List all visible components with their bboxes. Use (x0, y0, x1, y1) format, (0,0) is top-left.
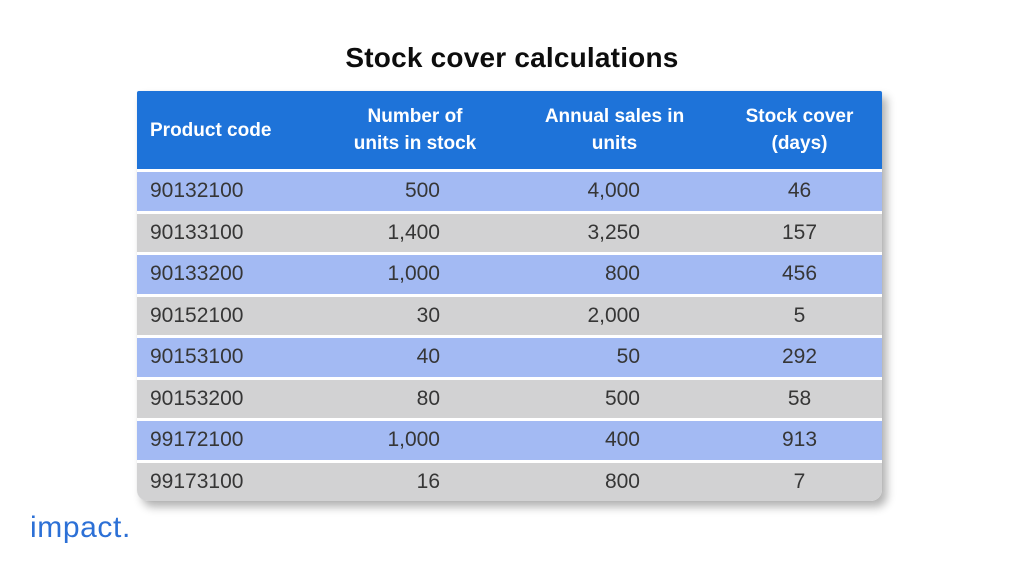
table-cell: 456 (781, 262, 818, 286)
table-header-row: Product code Number of units in stock An… (137, 91, 882, 169)
table-cell: 2,000 (587, 303, 640, 327)
column-header-label: Product code (150, 119, 272, 141)
column-header-label: Annual sales in units (544, 106, 685, 154)
table-cell: 500 (404, 179, 440, 203)
table-row: 90132100 500 4,000 46 (137, 172, 882, 211)
table-cell: 913 (781, 428, 818, 452)
table-cell: 90153200 (150, 386, 244, 410)
table-cell: 400 (604, 428, 640, 452)
table-cell: 7 (793, 469, 806, 493)
table-cell: 5 (793, 303, 806, 327)
table-row: 90133200 1,000 800 456 (137, 255, 882, 294)
column-header-product-code: Product code (137, 91, 318, 169)
table-cell: 46 (787, 179, 812, 203)
table-cell: 99172100 (150, 428, 244, 452)
impact-logo: impact. (30, 511, 131, 544)
table-cell: 90133100 (150, 220, 244, 244)
table-cell: 30 (416, 303, 440, 327)
table-row: 90153200 80 500 58 (137, 379, 882, 418)
table-cell: 80 (416, 386, 440, 410)
column-header-label: Stock cover (days) (745, 106, 854, 154)
table-row: 90133100 1,400 3,250 157 (137, 213, 882, 252)
table-row: 90152100 30 2,000 5 (137, 296, 882, 335)
table-row: 99172100 1,000 400 913 (137, 421, 882, 460)
table-cell: 1,400 (387, 220, 440, 244)
table-row: 99173100 16 800 7 (137, 462, 882, 501)
table-cell: 90153100 (150, 345, 244, 369)
table-cell: 292 (781, 345, 818, 369)
column-header-units-in-stock: Number of units in stock (318, 91, 512, 169)
table-cell: 90152100 (150, 303, 244, 327)
page-title: Stock cover calculations (345, 42, 679, 73)
table-cell: 157 (781, 220, 818, 244)
table-cell: 1,000 (387, 428, 440, 452)
table-cell: 800 (604, 469, 640, 493)
table-cell: 500 (604, 386, 640, 410)
table-cell: 90133200 (150, 262, 244, 286)
table-cell: 58 (787, 386, 812, 410)
table-row: 90153100 40 50 292 (137, 338, 882, 377)
table-cell: 1,000 (387, 262, 440, 286)
table-cell: 800 (604, 262, 640, 286)
table-cell: 99173100 (150, 469, 244, 493)
table-cell: 90132100 (150, 179, 244, 203)
column-header-annual-sales: Annual sales in units (512, 91, 717, 169)
column-header-stock-cover: Stock cover (days) (717, 91, 882, 169)
stock-cover-table: Product code Number of units in stock An… (137, 91, 882, 501)
table-body: 90132100 500 4,000 46 90133100 1,400 3,250 157 9… (137, 172, 882, 501)
table-cell: 40 (416, 345, 440, 369)
table-cell: 50 (616, 345, 640, 369)
table-cell: 3,250 (587, 220, 640, 244)
table-cell: 4,000 (587, 179, 640, 203)
column-header-label: Number of units in stock (353, 106, 477, 154)
table-cell: 16 (416, 469, 440, 493)
